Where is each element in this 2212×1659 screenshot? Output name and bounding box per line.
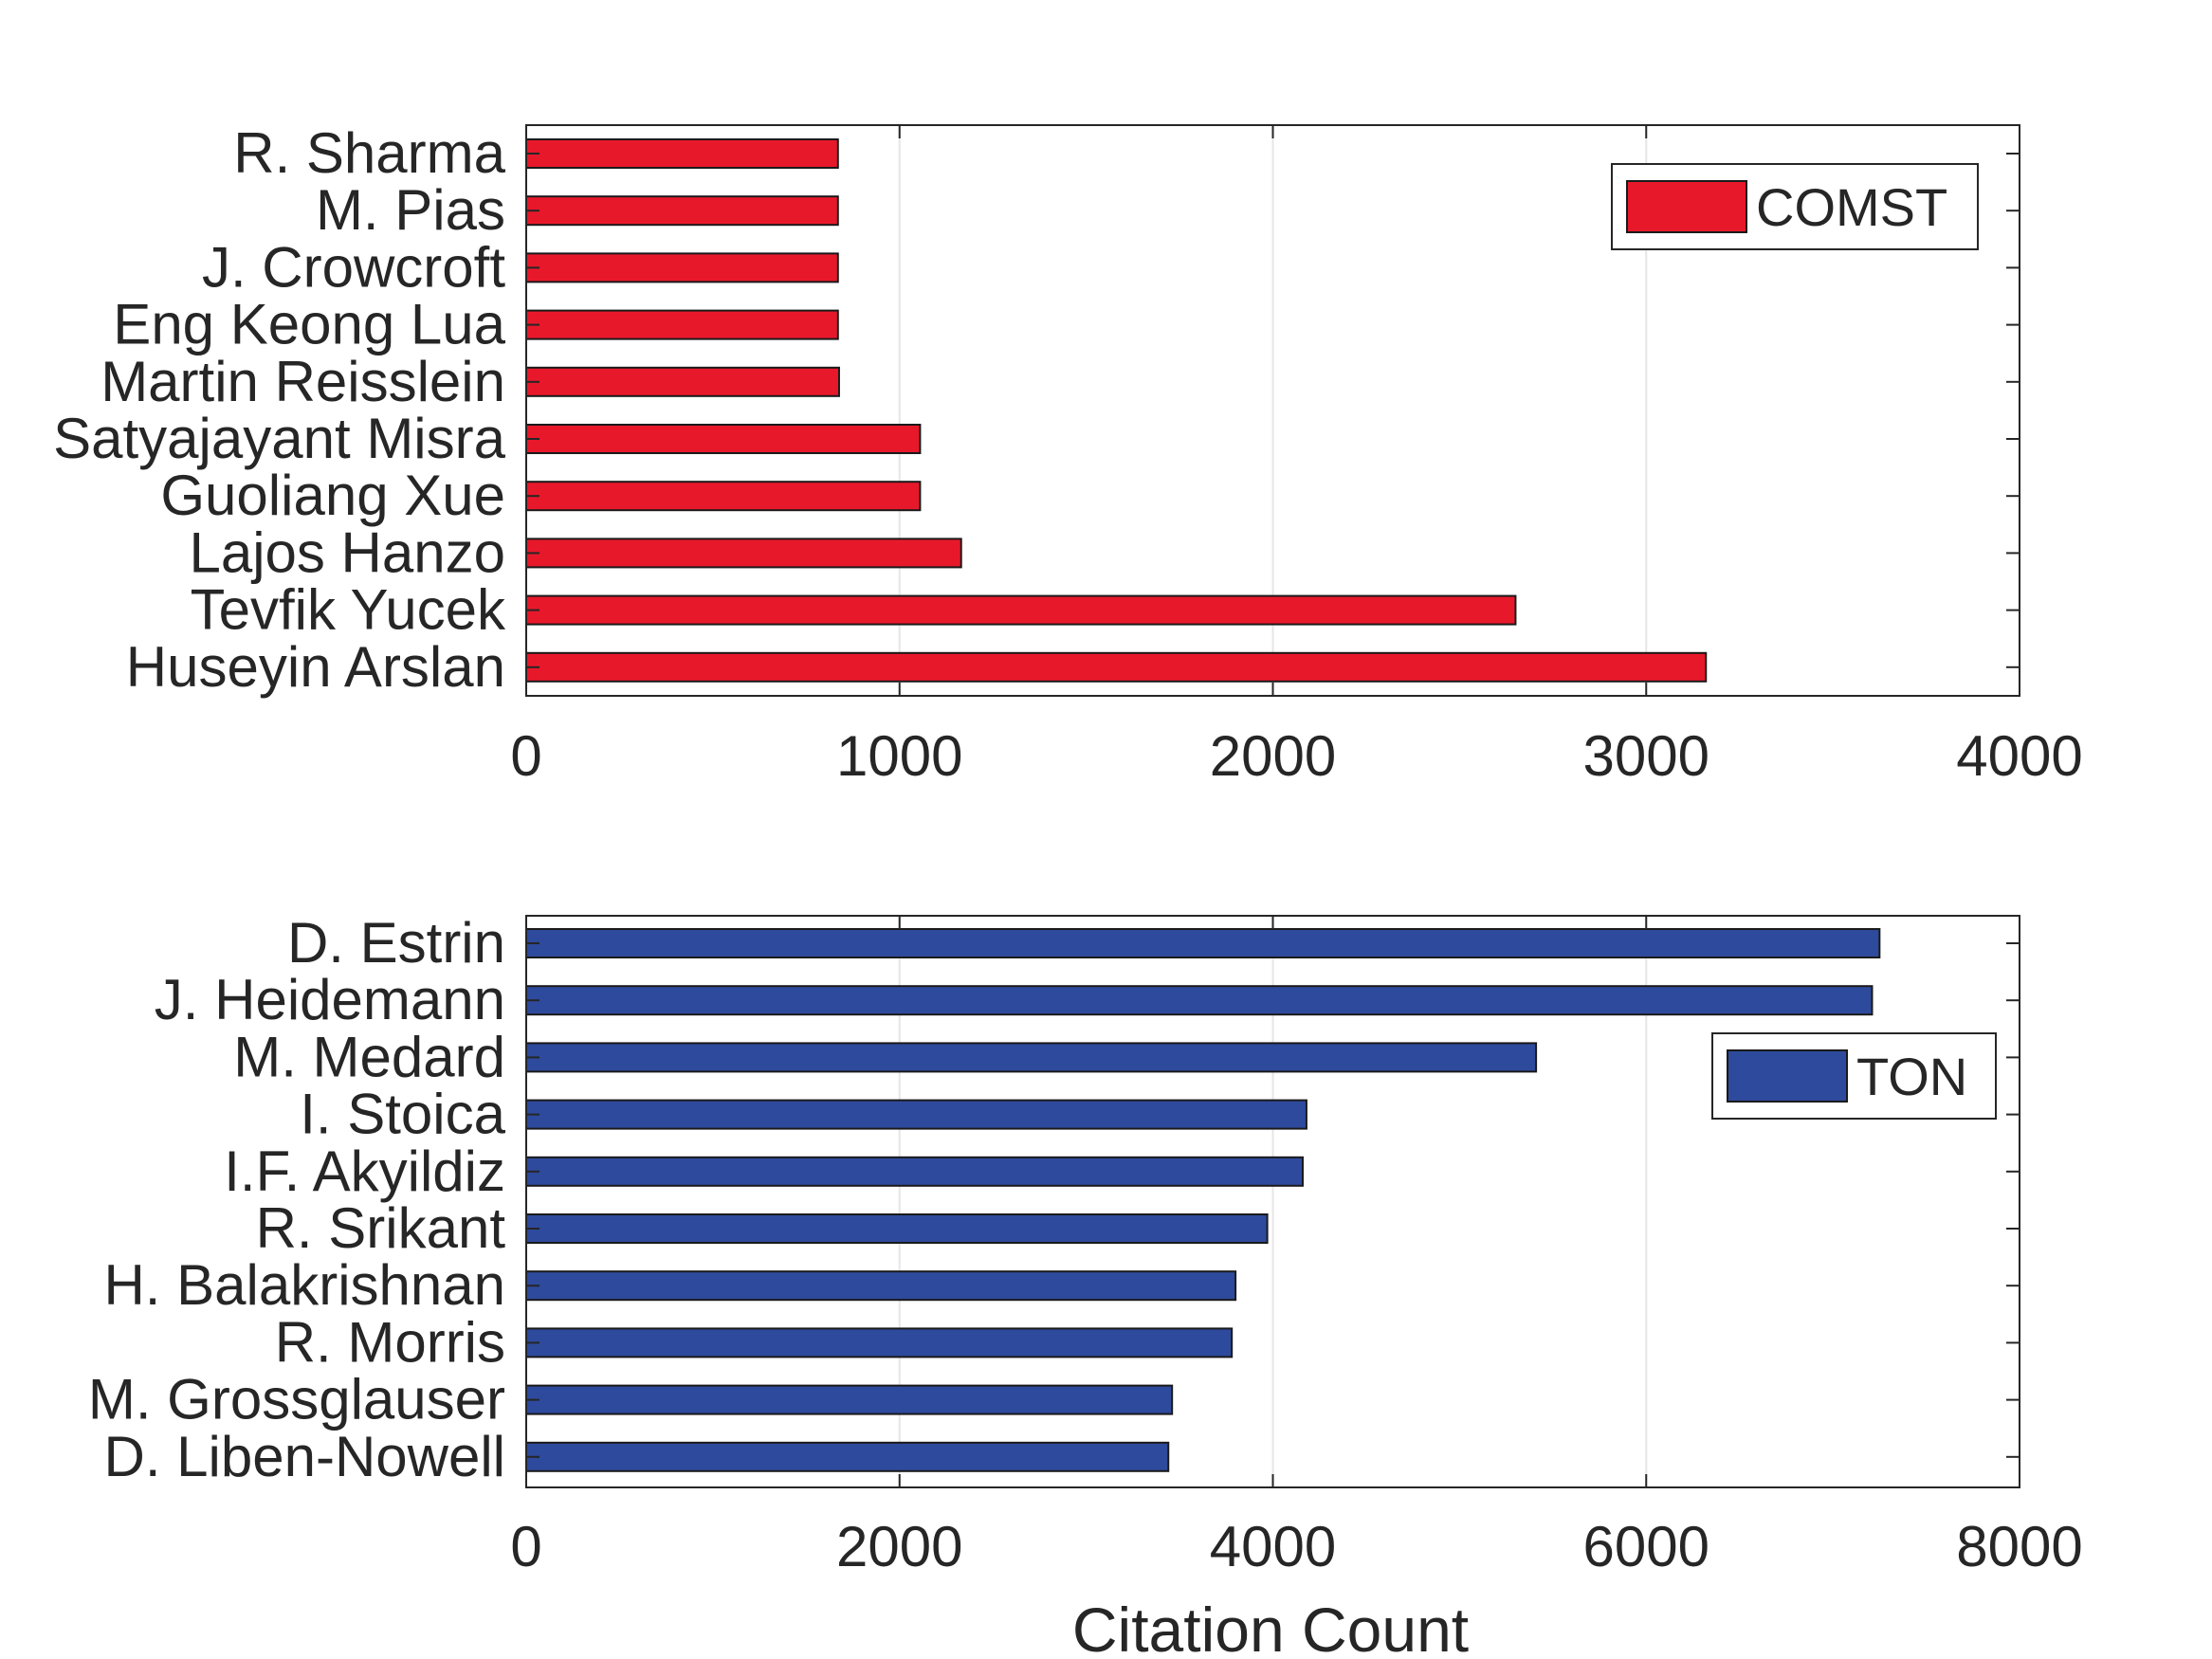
- ton-bar: [525, 1441, 1170, 1472]
- ton-category-label: R. Srikant: [256, 1196, 506, 1260]
- comst-bar: [525, 594, 1517, 626]
- comst-bar: [525, 252, 839, 283]
- ton-x-tick-label: 8000: [1956, 1515, 2082, 1578]
- comst-category-label: M. Pias: [316, 178, 505, 242]
- ton-x-tick-labels: 0 2000 4000 6000 8000: [510, 1515, 2082, 1578]
- comst-x-tick-label: 3000: [1583, 724, 1709, 788]
- comst-category-label: Satyajayant Misra: [53, 407, 505, 470]
- ton-bar: [525, 928, 1881, 958]
- ton-legend-label: TON: [1856, 1047, 1967, 1106]
- ton-bar: [525, 1042, 1538, 1073]
- ton-category-label: M. Grossglauser: [88, 1368, 505, 1431]
- comst-legend-label: COMST: [1756, 177, 1947, 237]
- comst-legend-swatch: [1626, 180, 1747, 233]
- comst-bar: [525, 481, 922, 512]
- comst-bar: [525, 366, 840, 397]
- ton-category-label: I.F. Akyildiz: [224, 1139, 505, 1203]
- comst-x-tick-label: 4000: [1956, 724, 2082, 788]
- ton-legend-box: [1711, 1032, 1997, 1120]
- ton-x-tick-label: 0: [510, 1515, 541, 1578]
- ton-bars: [525, 928, 1881, 1472]
- comst-bar: [525, 651, 1708, 683]
- ton-legend: TON: [1711, 1032, 1997, 1120]
- ton-x-tick-label: 2000: [836, 1515, 962, 1578]
- ton-category-label: I. Stoica: [300, 1083, 505, 1146]
- ton-category-label: M. Medard: [233, 1025, 505, 1088]
- ton-category-label: J. Heidemann: [155, 968, 505, 1031]
- ton-category-label: H. Balakrishnan: [103, 1253, 505, 1317]
- comst-category-label: Guoliang Xue: [160, 464, 505, 527]
- ton-ticks: [525, 916, 2020, 1487]
- comst-x-tick-label: 1000: [836, 724, 962, 788]
- comst-bar: [525, 309, 839, 340]
- ton-bar: [525, 1384, 1174, 1415]
- ton-bar: [525, 1099, 1307, 1130]
- comst-category-label: J. Crowcroft: [202, 235, 505, 299]
- ton-category-label: D. Estrin: [287, 911, 505, 975]
- comst-x-tick-label: 2000: [1210, 724, 1336, 788]
- comst-category-label: Tevfik Yucek: [191, 578, 506, 642]
- ton-bar: [525, 1270, 1237, 1302]
- ton-x-tick-label: 4000: [1210, 1515, 1336, 1578]
- comst-category-label: Huseyin Arslan: [126, 635, 505, 699]
- ton-bar: [525, 1156, 1304, 1187]
- comst-bar: [525, 538, 962, 569]
- comst-bar: [525, 138, 839, 169]
- ton-category-label: R. Morris: [275, 1310, 505, 1374]
- ton-x-axis-label: Citation Count: [1072, 1595, 1469, 1659]
- ton-bar: [525, 985, 1874, 1016]
- comst-ticks: [525, 125, 2020, 696]
- ton-legend-swatch: [1727, 1049, 1848, 1103]
- comst-bar: [525, 424, 922, 454]
- comst-x-tick-labels: 0 1000 2000 3000 4000: [510, 724, 2082, 788]
- comst-x-tick-label: 0: [510, 724, 541, 788]
- comst-bar: [525, 195, 839, 227]
- comst-category-label: Martin Reisslein: [101, 350, 505, 413]
- comst-category-label: R. Sharma: [233, 121, 505, 185]
- comst-legend: COMST: [1611, 163, 1979, 250]
- comst-bars: [525, 138, 1708, 683]
- ton-category-label: D. Liben-Nowell: [103, 1425, 505, 1488]
- comst-category-label: Eng Keong Lua: [113, 293, 505, 356]
- comst-category-label: Lajos Hanzo: [189, 520, 505, 584]
- ton-x-tick-label: 6000: [1583, 1515, 1709, 1578]
- ton-bar: [525, 1213, 1269, 1244]
- ton-bar: [525, 1327, 1234, 1358]
